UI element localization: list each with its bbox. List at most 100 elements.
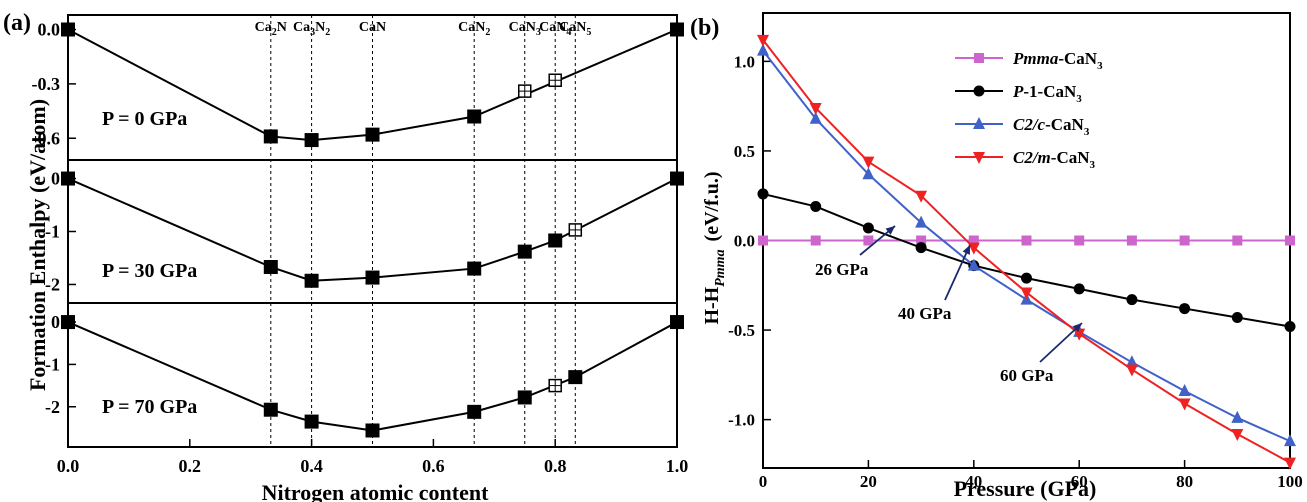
- compound-label: Ca2N: [255, 20, 287, 38]
- y-tick-label: -0.5: [728, 321, 755, 340]
- pressure-label: P = 30 GPa: [102, 260, 197, 282]
- series-marker-triangle-up: [809, 111, 822, 124]
- x-tick-label: 100: [1277, 472, 1303, 491]
- compound-label-base: CaN: [458, 20, 485, 35]
- y-tick-label: -2: [45, 274, 60, 294]
- series-marker-triangle-down: [1020, 287, 1033, 300]
- series-marker-circle: [915, 242, 927, 254]
- series-marker-circle: [973, 85, 985, 97]
- series-marker-triangle-down: [757, 34, 769, 47]
- compound-label-sub: 4: [566, 27, 571, 38]
- series-marker-circle: [757, 188, 769, 200]
- series-marker-square: [1285, 235, 1295, 246]
- legend-label-italic: C2/c: [1013, 115, 1046, 134]
- series-marker-triangle-down: [1284, 457, 1296, 470]
- compound-label: CaN5: [559, 20, 591, 38]
- series-marker-triangle-down: [1125, 364, 1138, 377]
- series-marker-triangle-up: [1178, 383, 1191, 396]
- stable-phase-marker: [263, 259, 278, 274]
- y-tick-label: -0.6: [32, 128, 61, 148]
- compound-label: CaN: [359, 20, 386, 35]
- y-tick-label: 0.5: [734, 142, 755, 161]
- stable-phase-marker: [365, 423, 380, 438]
- series-marker-square: [758, 235, 768, 246]
- stable-phase-marker: [467, 261, 482, 276]
- series-marker-triangle-up: [1125, 355, 1138, 368]
- stable-phase-marker: [365, 127, 380, 142]
- panel-b-tag: (b): [690, 15, 719, 41]
- series-marker-circle: [1126, 294, 1138, 306]
- series-marker-circle: [810, 200, 822, 212]
- stable-phase-marker: [61, 315, 75, 330]
- annotation-arrowhead: [885, 226, 895, 235]
- series-marker-triangle-up: [1231, 410, 1244, 423]
- compound-label-base: CaN: [539, 20, 566, 35]
- series-marker-circle: [862, 222, 874, 234]
- series-marker-triangle-down: [967, 242, 980, 255]
- stable-phase-marker: [263, 402, 278, 417]
- annotation-arrowhead: [1072, 323, 1082, 333]
- stable-phase-marker: [517, 244, 532, 259]
- series-marker-triangle-up: [862, 167, 875, 180]
- series-marker-square: [1021, 235, 1032, 246]
- series-marker-triangle-down: [973, 152, 985, 164]
- legend-label-sub: 3: [1090, 159, 1096, 171]
- legend-label: C2/c-CaN3: [1013, 115, 1090, 138]
- x-tick-label: 0.0: [57, 456, 80, 476]
- compound-label-sub: 2: [485, 27, 490, 38]
- pressure-label: P = 70 GPa: [102, 396, 197, 418]
- legend-label: Pmma-CaN3: [1012, 49, 1103, 72]
- legend-label-text: -CaN: [1045, 115, 1084, 134]
- series-marker-triangle-up: [973, 117, 985, 129]
- stable-phase-marker: [304, 133, 319, 148]
- y-tick-label: 1.0: [734, 52, 755, 71]
- series-marker-square: [968, 235, 979, 246]
- stable-phase-marker: [304, 273, 319, 288]
- legend-label-italic: P: [1012, 82, 1024, 101]
- stable-phase-marker: [304, 414, 319, 429]
- stable-phase-marker: [467, 404, 482, 419]
- annotation-label: 60 GPa: [1000, 366, 1054, 385]
- compound-label-base: CaN: [509, 20, 536, 35]
- convex-hull-line: [67, 28, 678, 142]
- series-line: [762, 39, 1291, 464]
- series-marker-square: [1126, 235, 1137, 246]
- compound-label-mid: N: [315, 20, 325, 35]
- series-marker-square: [863, 235, 874, 246]
- x-tick-label: 80: [1176, 472, 1193, 491]
- compound-label-sub: 2: [325, 27, 330, 38]
- panel-b-ylabel-main: H-H: [701, 286, 723, 324]
- series-marker-triangle-down: [862, 156, 875, 169]
- series-marker-triangle-down: [1073, 328, 1086, 341]
- annotation-label: 40 GPa: [898, 304, 952, 323]
- series-marker-square: [974, 53, 984, 63]
- legend-label-text: -1-CaN: [1023, 82, 1077, 101]
- stable-phase-marker: [517, 390, 532, 405]
- legend-label-italic: Pmma: [1012, 49, 1059, 68]
- compound-label: CaN2: [458, 20, 490, 38]
- panel-b-ylabel-sub: Pmma: [713, 249, 728, 286]
- stable-phase-marker: [365, 270, 380, 285]
- x-tick-label: 1.0: [666, 456, 689, 476]
- series-marker-circle: [1073, 283, 1085, 295]
- x-tick-label: 0.4: [300, 456, 323, 476]
- compound-label-sub: 3: [310, 27, 315, 38]
- series-marker-triangle-up: [1284, 434, 1296, 447]
- stable-phase-marker: [670, 315, 684, 330]
- panel-a-xlabel: Nitrogen atomic content: [262, 480, 490, 502]
- stable-phase-marker: [61, 22, 75, 37]
- stable-phase-marker: [568, 370, 583, 385]
- series-marker-square: [916, 235, 927, 246]
- series-marker-triangle-up: [967, 258, 980, 271]
- series-marker-triangle-up: [757, 43, 769, 56]
- y-tick-label: -0.3: [32, 74, 61, 94]
- stable-phase-marker: [61, 171, 75, 186]
- compound-label-base: Ca: [255, 20, 272, 35]
- annotation-arrow: [944, 244, 971, 301]
- stable-phase-marker: [467, 109, 482, 124]
- subplot-frame: [67, 302, 678, 448]
- series-marker-circle: [1231, 312, 1243, 324]
- annotation-arrow: [1039, 322, 1083, 363]
- series-marker-square: [1232, 235, 1243, 246]
